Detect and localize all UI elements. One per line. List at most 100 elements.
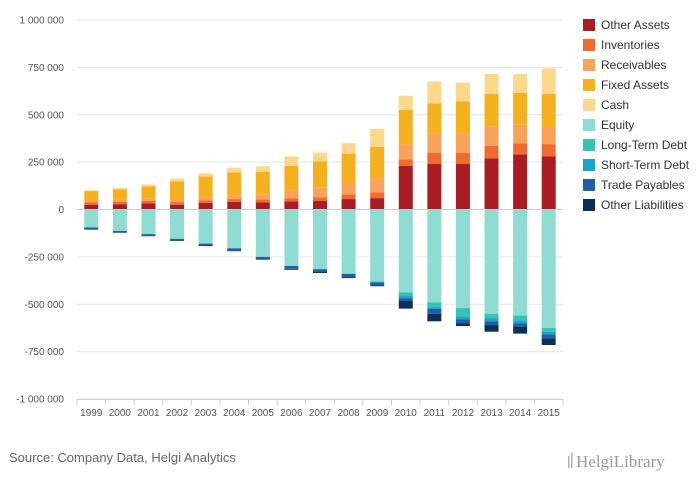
- bar-segment-inventories: [541, 144, 556, 157]
- bar-segment-fixed-assets: [227, 172, 242, 196]
- bar-segment-other-liabilities: [170, 240, 185, 241]
- bar-segment-trade-payables: [255, 256, 270, 260]
- bar-segment-receivables: [541, 127, 556, 145]
- legend: Other Assets Inventories Receivables Fixed …: [583, 18, 690, 212]
- library-logo-icon: [568, 453, 573, 468]
- bar-segment-equity: [541, 209, 556, 328]
- bar-segment-fixed-assets: [198, 176, 213, 198]
- x-tick-label: 2000: [109, 408, 132, 419]
- legend-label: Fixed Assets: [601, 78, 669, 92]
- bar-segment-receivables: [112, 199, 127, 202]
- bar-segment-trade-payables: [227, 248, 242, 251]
- legend-swatch: [583, 59, 595, 71]
- bar-segment-other-assets: [370, 198, 385, 210]
- bar-segment-receivables: [313, 187, 327, 198]
- x-tick-label: 2007: [309, 408, 332, 419]
- bar-segment-other-liabilities: [141, 235, 156, 237]
- bar-segment-other-assets: [112, 204, 127, 210]
- bar-segment-inventories: [455, 152, 470, 165]
- source-note: Source: Company Data, Helgi Analytics: [9, 450, 236, 465]
- x-tick-label: 2001: [137, 408, 160, 419]
- bar-segment-short-term-debt: [513, 320, 528, 324]
- x-tick-label: 2002: [166, 408, 189, 419]
- bar-segment-other-liabilities: [284, 268, 299, 270]
- bar-segment-fixed-assets: [370, 146, 385, 179]
- bar-segment-cash: [398, 95, 413, 111]
- bar-segment-fixed-assets: [484, 93, 499, 127]
- bar-segment-cash: [513, 74, 528, 93]
- legend-label: Equity: [601, 118, 634, 132]
- legend-swatch: [583, 159, 595, 171]
- bar-segment-fixed-assets: [427, 103, 442, 134]
- bar-segment-cash: [284, 156, 299, 166]
- bar-segment-equity: [484, 209, 499, 314]
- brand-logo: HelgiLibrary: [576, 452, 665, 471]
- bar-segment-fixed-assets: [455, 101, 470, 134]
- bar-segment-other-assets: [170, 204, 185, 210]
- x-tick-label: 2009: [366, 408, 389, 419]
- bar-segment-receivables: [398, 144, 413, 160]
- bar-segment-equity: [513, 209, 528, 316]
- legend-label: Trade Payables: [601, 178, 685, 192]
- y-tick-label: -250 000: [25, 252, 65, 263]
- bar-segment-equity: [141, 209, 156, 235]
- y-tick-label: -500 000: [25, 300, 65, 311]
- bar-segment-other-liabilities: [255, 259, 270, 260]
- legend-label: Short-Term Debt: [601, 158, 690, 172]
- x-tick-label: 2006: [280, 408, 303, 419]
- bar-segment-long-term-debt: [513, 315, 528, 321]
- bar-segment-fixed-assets: [341, 153, 356, 183]
- x-tick-label: 2004: [223, 408, 246, 419]
- legend-swatch: [583, 119, 595, 131]
- bar-segment-equity: [455, 209, 470, 309]
- bar-segment-cash: [227, 167, 242, 173]
- bar-segment-short-term-debt: [541, 331, 556, 335]
- bar-segment-inventories: [255, 199, 270, 203]
- bar-segment-trade-payables: [198, 243, 213, 246]
- bar-segment-other-assets: [227, 201, 242, 210]
- bar-segment-trade-payables: [427, 308, 442, 314]
- y-tick-label: 1 000 000: [20, 16, 65, 27]
- bar-segment-short-term-debt: [455, 316, 470, 320]
- bar-segment-inventories: [313, 197, 327, 201]
- y-axis: 1 000 000 750 000 500 000 250 000 0 -250 000 -…: [16, 16, 64, 406]
- bar-segment-fixed-assets: [255, 171, 270, 195]
- bar-segment-trade-payables: [341, 273, 356, 278]
- bar-segment-short-term-debt: [484, 318, 499, 322]
- bar-segment-other-assets: [484, 158, 499, 210]
- x-tick-label: 1999: [80, 408, 103, 419]
- bar-segment-inventories: [370, 192, 385, 199]
- bar-segment-trade-payables: [484, 321, 499, 326]
- bar-segment-other-liabilities: [227, 250, 242, 252]
- x-axis: 1999 2000 2001 2002 2003 2004 2005 2006 2007 2008…: [76, 209, 564, 419]
- bar-segment-fixed-assets: [84, 191, 99, 201]
- x-tick-label: 2012: [452, 408, 475, 419]
- bar-segment-receivables: [227, 195, 242, 200]
- bar-segment-other-liabilities: [427, 313, 442, 322]
- legend-swatch: [583, 19, 595, 31]
- y-tick-label: 0: [58, 205, 64, 216]
- bar-segment-other-liabilities: [313, 272, 327, 273]
- bar-segment-fixed-assets: [541, 93, 556, 128]
- bar-segment-other-assets: [513, 154, 528, 210]
- bar-segment-long-term-debt: [484, 313, 499, 319]
- bar-segment-equity: [170, 209, 185, 239]
- bar-segment-equity: [427, 209, 442, 303]
- x-tick-label: 2014: [509, 408, 532, 419]
- bars: [84, 68, 556, 345]
- bar-segment-other-assets: [341, 199, 356, 210]
- x-tick-label: 2015: [538, 408, 561, 419]
- legend-swatch: [583, 39, 595, 51]
- bar-segment-other-assets: [398, 165, 413, 210]
- bar-segment-cash: [198, 173, 213, 177]
- bar-segment-equity: [198, 209, 213, 244]
- bar-segment-receivables: [484, 126, 499, 147]
- bar-segment-cash: [370, 128, 385, 147]
- bar-segment-trade-payables: [455, 319, 470, 324]
- bar-segment-equity: [341, 209, 356, 274]
- bar-segment-fixed-assets: [170, 181, 185, 200]
- x-tick-label: 2008: [337, 408, 360, 419]
- bar-segment-short-term-debt: [427, 307, 442, 309]
- bar-segment-fixed-assets: [398, 110, 413, 145]
